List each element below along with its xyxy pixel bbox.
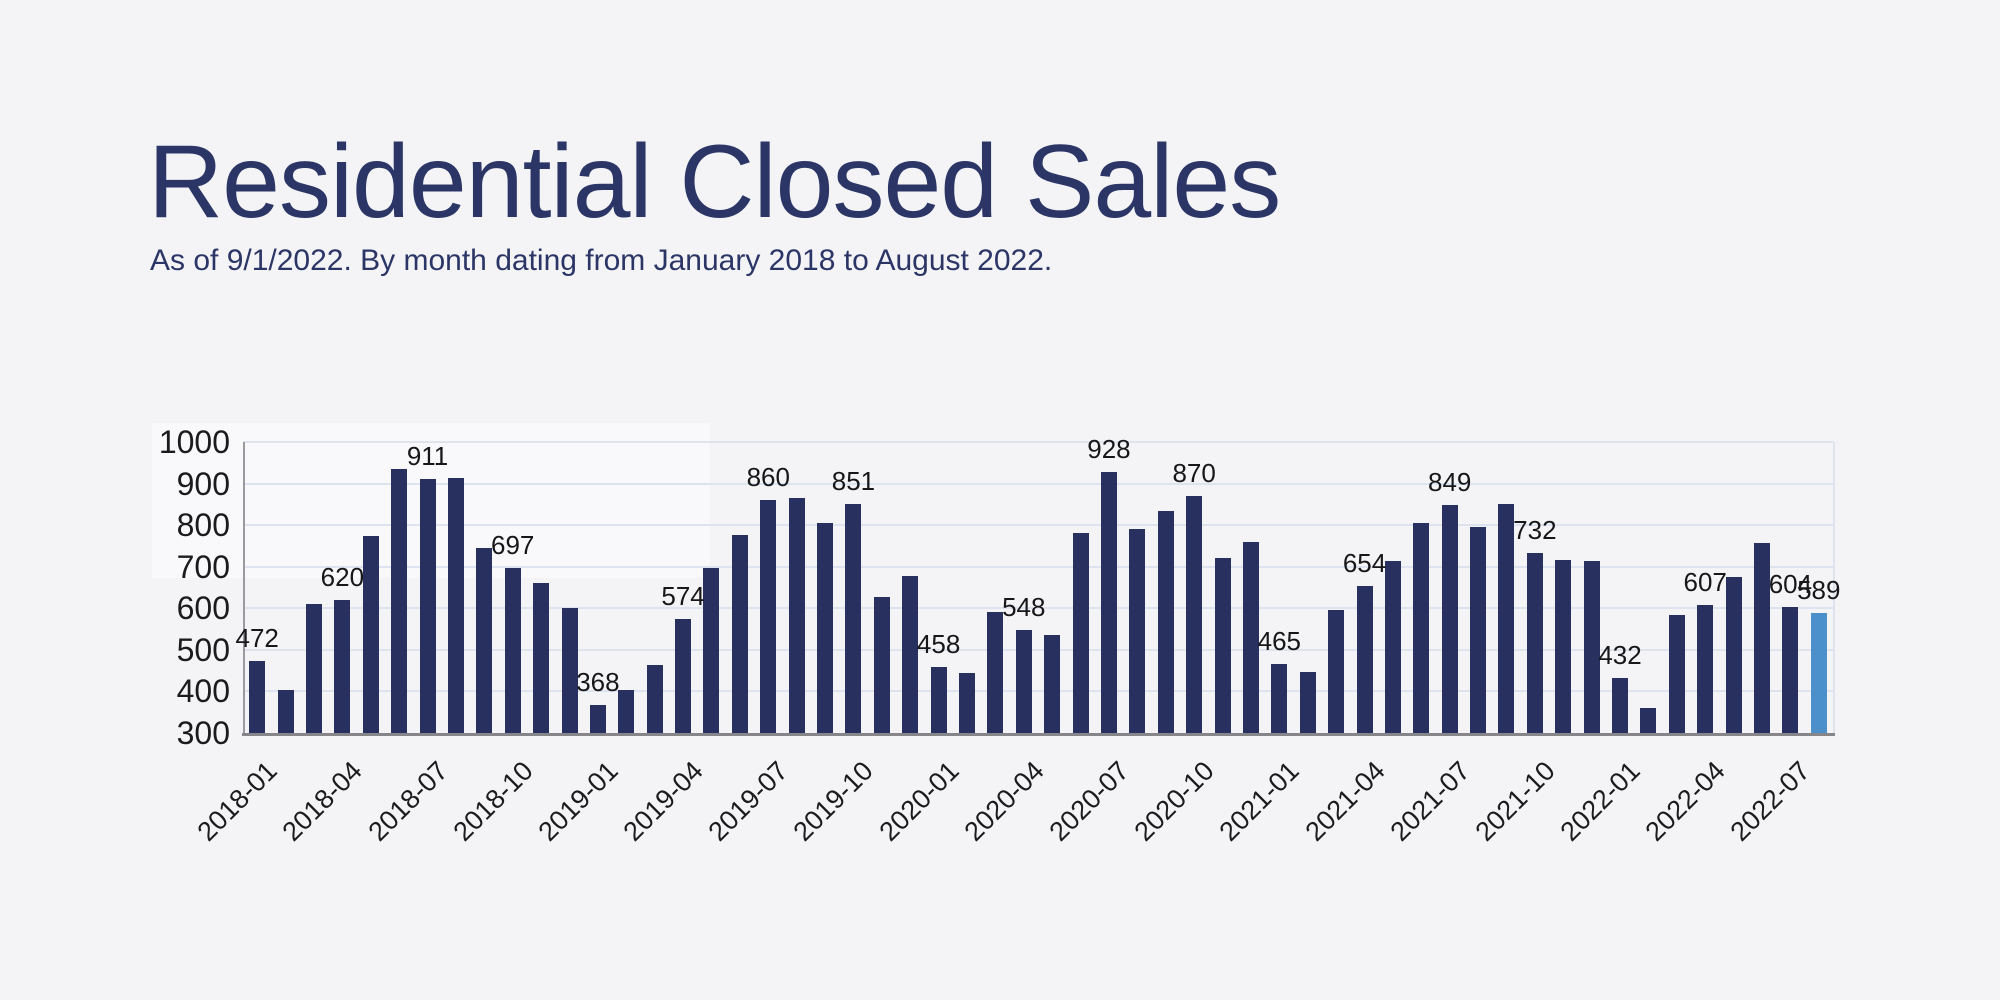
bar-2020-05[interactable] (1044, 635, 1061, 733)
bar-value-label-2022-07: 604 (1768, 568, 1813, 599)
y-tick-label-300: 300 (176, 715, 230, 751)
bar-2020-03[interactable] (987, 612, 1004, 733)
bar-2020-01[interactable] (930, 667, 947, 733)
bar-2018-12[interactable] (561, 608, 578, 733)
bar-2022-06[interactable] (1754, 543, 1771, 733)
bar-2019-05[interactable] (703, 567, 720, 733)
bar-2020-08[interactable] (1129, 529, 1146, 733)
bar-2018-04[interactable] (334, 599, 351, 733)
bar-value-label-2020-01: 458 (916, 629, 961, 660)
bar-2021-03[interactable] (1328, 610, 1345, 733)
gridline-700 (243, 565, 1833, 568)
bar-value-label-2022-08: 589 (1797, 574, 1841, 605)
gridline-1000 (243, 441, 1833, 443)
y-tick-label-900: 900 (176, 465, 230, 502)
bar-2020-07[interactable] (1100, 471, 1117, 733)
bar-2019-01[interactable] (589, 704, 606, 733)
bar-value-label-2020-10: 870 (1172, 458, 1216, 489)
bar-value-label-2021-07: 849 (1427, 466, 1472, 497)
y-tick-label-500: 500 (176, 631, 230, 668)
bar-2021-01[interactable] (1271, 664, 1288, 733)
bar-value-label-2021-04: 654 (1342, 547, 1387, 578)
y-tick-label-600: 600 (176, 590, 230, 627)
bar-2018-07[interactable] (419, 478, 436, 733)
bar-2020-04[interactable] (1015, 629, 1032, 733)
bar-2019-04[interactable] (675, 619, 692, 733)
bar-value-label-2019-10: 851 (831, 465, 876, 496)
bar-2021-04[interactable] (1356, 585, 1373, 733)
bar-2019-10[interactable] (845, 503, 862, 733)
bar-2022-02[interactable] (1640, 708, 1657, 733)
bar-2020-10[interactable] (1186, 496, 1203, 733)
y-tick-label-1000: 1000 (158, 424, 230, 460)
bar-2022-08[interactable] (1810, 612, 1827, 733)
bar-2019-09[interactable] (817, 522, 834, 733)
bar-2021-06[interactable] (1413, 522, 1430, 733)
bar-2019-12[interactable] (902, 576, 919, 733)
bar-value-label-2018-07: 911 (406, 440, 449, 471)
bar-2018-11[interactable] (533, 583, 550, 733)
bar-value-label-2019-07: 860 (746, 462, 790, 493)
x-axis-line (242, 733, 1835, 736)
bar-value-label-2019-01: 368 (576, 666, 620, 697)
bar-2018-06[interactable] (391, 469, 408, 733)
bar-2021-02[interactable] (1299, 671, 1316, 733)
bar-2019-06[interactable] (731, 534, 748, 733)
gridline-900 (243, 482, 1833, 485)
bar-2021-09[interactable] (1498, 503, 1515, 733)
bar-2019-08[interactable] (788, 497, 805, 733)
bar-2019-11[interactable] (873, 597, 890, 733)
bar-value-label-2022-01: 432 (1598, 640, 1642, 671)
page-subtitle: As of 9/1/2022. By month dating from Jan… (150, 244, 1053, 277)
y-tick-label-800: 800 (176, 507, 230, 544)
bar-2022-01[interactable] (1612, 678, 1629, 733)
bar-2022-07[interactable] (1782, 606, 1799, 733)
bar-2021-08[interactable] (1470, 527, 1487, 733)
bar-2018-09[interactable] (476, 548, 493, 733)
bar-value-label-2020-04: 548 (1002, 591, 1046, 622)
bar-2018-08[interactable] (447, 478, 464, 733)
bar-2018-05[interactable] (362, 535, 379, 733)
bar-2019-03[interactable] (646, 665, 663, 733)
bar-2019-07[interactable] (760, 500, 777, 733)
bar-value-label-2018-04: 620 (320, 561, 365, 592)
bar-2021-05[interactable] (1384, 561, 1401, 733)
bar-2018-03[interactable] (305, 604, 322, 733)
y-tick-label-400: 400 (176, 673, 230, 710)
bar-2020-12[interactable] (1242, 541, 1259, 733)
page-title: Residential Closed Sales (148, 124, 1281, 240)
bar-2021-10[interactable] (1526, 553, 1543, 733)
y-axis-line (243, 442, 245, 733)
bar-2022-05[interactable] (1725, 577, 1742, 733)
bar-2022-03[interactable] (1668, 615, 1685, 733)
bar-value-label-2020-07: 928 (1087, 433, 1131, 464)
bar-2022-04[interactable] (1697, 605, 1714, 733)
bar-2021-12[interactable] (1583, 560, 1600, 733)
bar-2018-01[interactable] (249, 661, 266, 733)
bar-2020-09[interactable] (1157, 511, 1174, 733)
bar-2020-02[interactable] (959, 672, 976, 733)
bar-value-label-2018-01: 472 (235, 623, 279, 654)
bar-2021-07[interactable] (1441, 504, 1458, 733)
plot-right-border (1833, 442, 1835, 733)
bar-2019-02[interactable] (618, 690, 635, 733)
gridline-800 (243, 524, 1833, 527)
bar-2018-02[interactable] (277, 689, 294, 733)
bar-value-label-2021-10: 732 (1513, 515, 1557, 546)
bar-value-label-2019-04: 574 (661, 581, 705, 612)
bar-2018-10[interactable] (504, 567, 521, 733)
gridline-500 (243, 648, 1833, 651)
bar-value-label-2022-04: 607 (1683, 567, 1727, 598)
gridline-600 (243, 607, 1833, 610)
bar-2020-06[interactable] (1072, 533, 1089, 733)
bar-value-label-2021-01: 465 (1257, 626, 1302, 657)
y-tick-label-700: 700 (176, 548, 230, 585)
bar-2020-11[interactable] (1214, 557, 1231, 733)
bar-2021-11[interactable] (1555, 560, 1572, 733)
bar-value-label-2018-10: 697 (491, 529, 535, 560)
gridline-400 (243, 690, 1833, 693)
